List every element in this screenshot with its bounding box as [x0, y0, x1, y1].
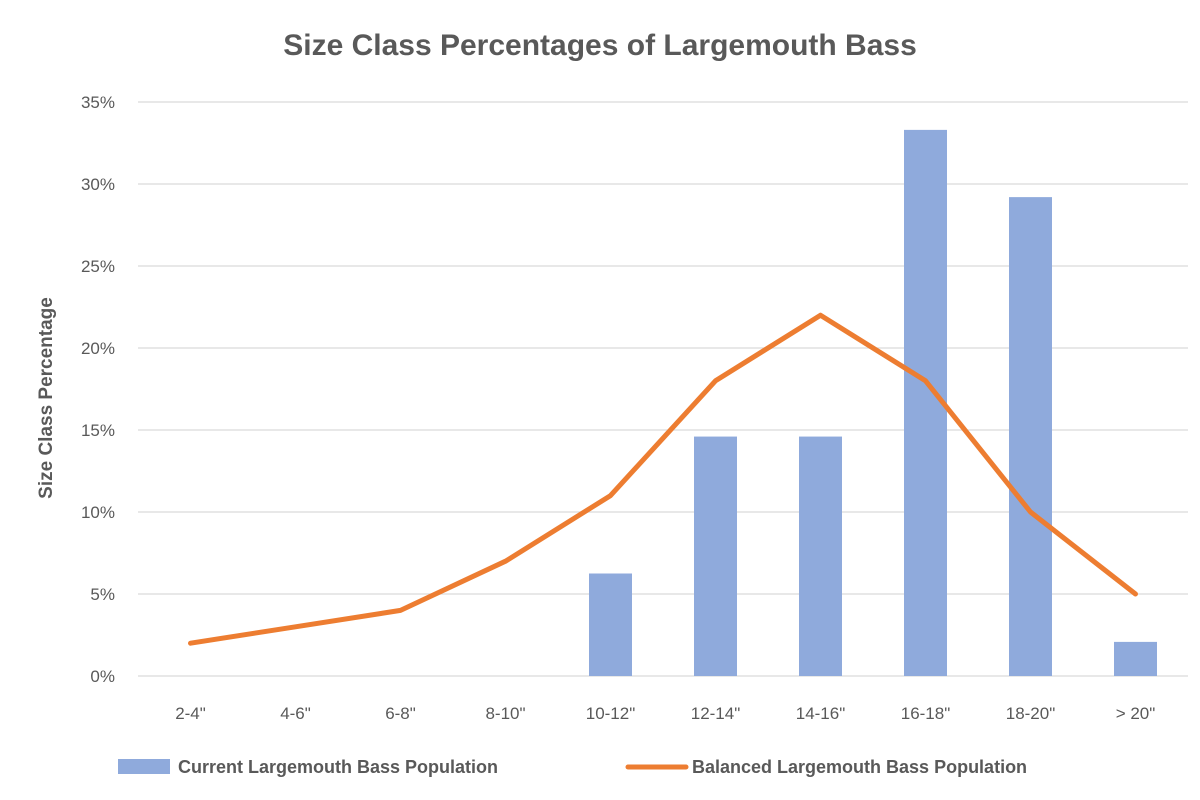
line-point: [925, 380, 926, 382]
bar: [1114, 641, 1157, 676]
y-tick-label: 30%: [81, 175, 115, 194]
legend: Current Largemouth Bass Population Balanc…: [118, 757, 1027, 777]
x-tick-label: 10-12": [586, 704, 636, 723]
x-tick-label: > 20": [1116, 704, 1156, 723]
y-tick-label: 5%: [90, 585, 115, 604]
line-point: [820, 314, 821, 316]
y-tick-labels: 0% 5% 10% 15% 20% 25% 30% 35%: [81, 93, 115, 686]
x-tick-label: 14-16": [796, 704, 846, 723]
bar-series: [589, 129, 1157, 676]
x-tick-labels: 2-4" 4-6" 6-8" 8-10" 10-12" 12-14" 14-16" 16-18…: [175, 704, 1155, 723]
line-point: [1135, 593, 1136, 595]
x-tick-label: 2-4": [175, 704, 206, 723]
y-tick-label: 20%: [81, 339, 115, 358]
line-point: [1030, 511, 1031, 513]
line-point: [715, 380, 716, 382]
x-tick-label: 4-6": [280, 704, 311, 723]
bar: [1009, 197, 1052, 676]
legend-label: Balanced Largemouth Bass Population: [692, 757, 1027, 777]
x-tick-label: 6-8": [385, 704, 416, 723]
y-tick-label: 25%: [81, 257, 115, 276]
bar: [799, 436, 842, 676]
bar: [694, 436, 737, 676]
line-point: [400, 609, 401, 611]
line-point: [610, 495, 611, 497]
y-tick-label: 15%: [81, 421, 115, 440]
y-tick-label: 10%: [81, 503, 115, 522]
y-axis-label: Size Class Percentage: [36, 297, 57, 499]
line-point: [295, 626, 296, 628]
legend-label: Current Largemouth Bass Population: [178, 757, 498, 777]
y-tick-label: 0%: [90, 667, 115, 686]
x-tick-label: 18-20": [1006, 704, 1056, 723]
series-line: [188, 312, 1138, 646]
line-series: [188, 312, 1138, 646]
gridlines: [138, 101, 1188, 677]
y-tick-label: 35%: [81, 93, 115, 112]
line-point: [505, 560, 506, 562]
x-tick-label: 16-18": [901, 704, 951, 723]
bar: [589, 573, 632, 676]
bar: [904, 129, 947, 676]
legend-swatch-bar: [118, 759, 170, 774]
x-tick-label: 8-10": [485, 704, 525, 723]
x-tick-label: 12-14": [691, 704, 741, 723]
line-point: [190, 642, 191, 644]
chart-title: Size Class Percentages of Largemouth Bas…: [283, 29, 917, 62]
